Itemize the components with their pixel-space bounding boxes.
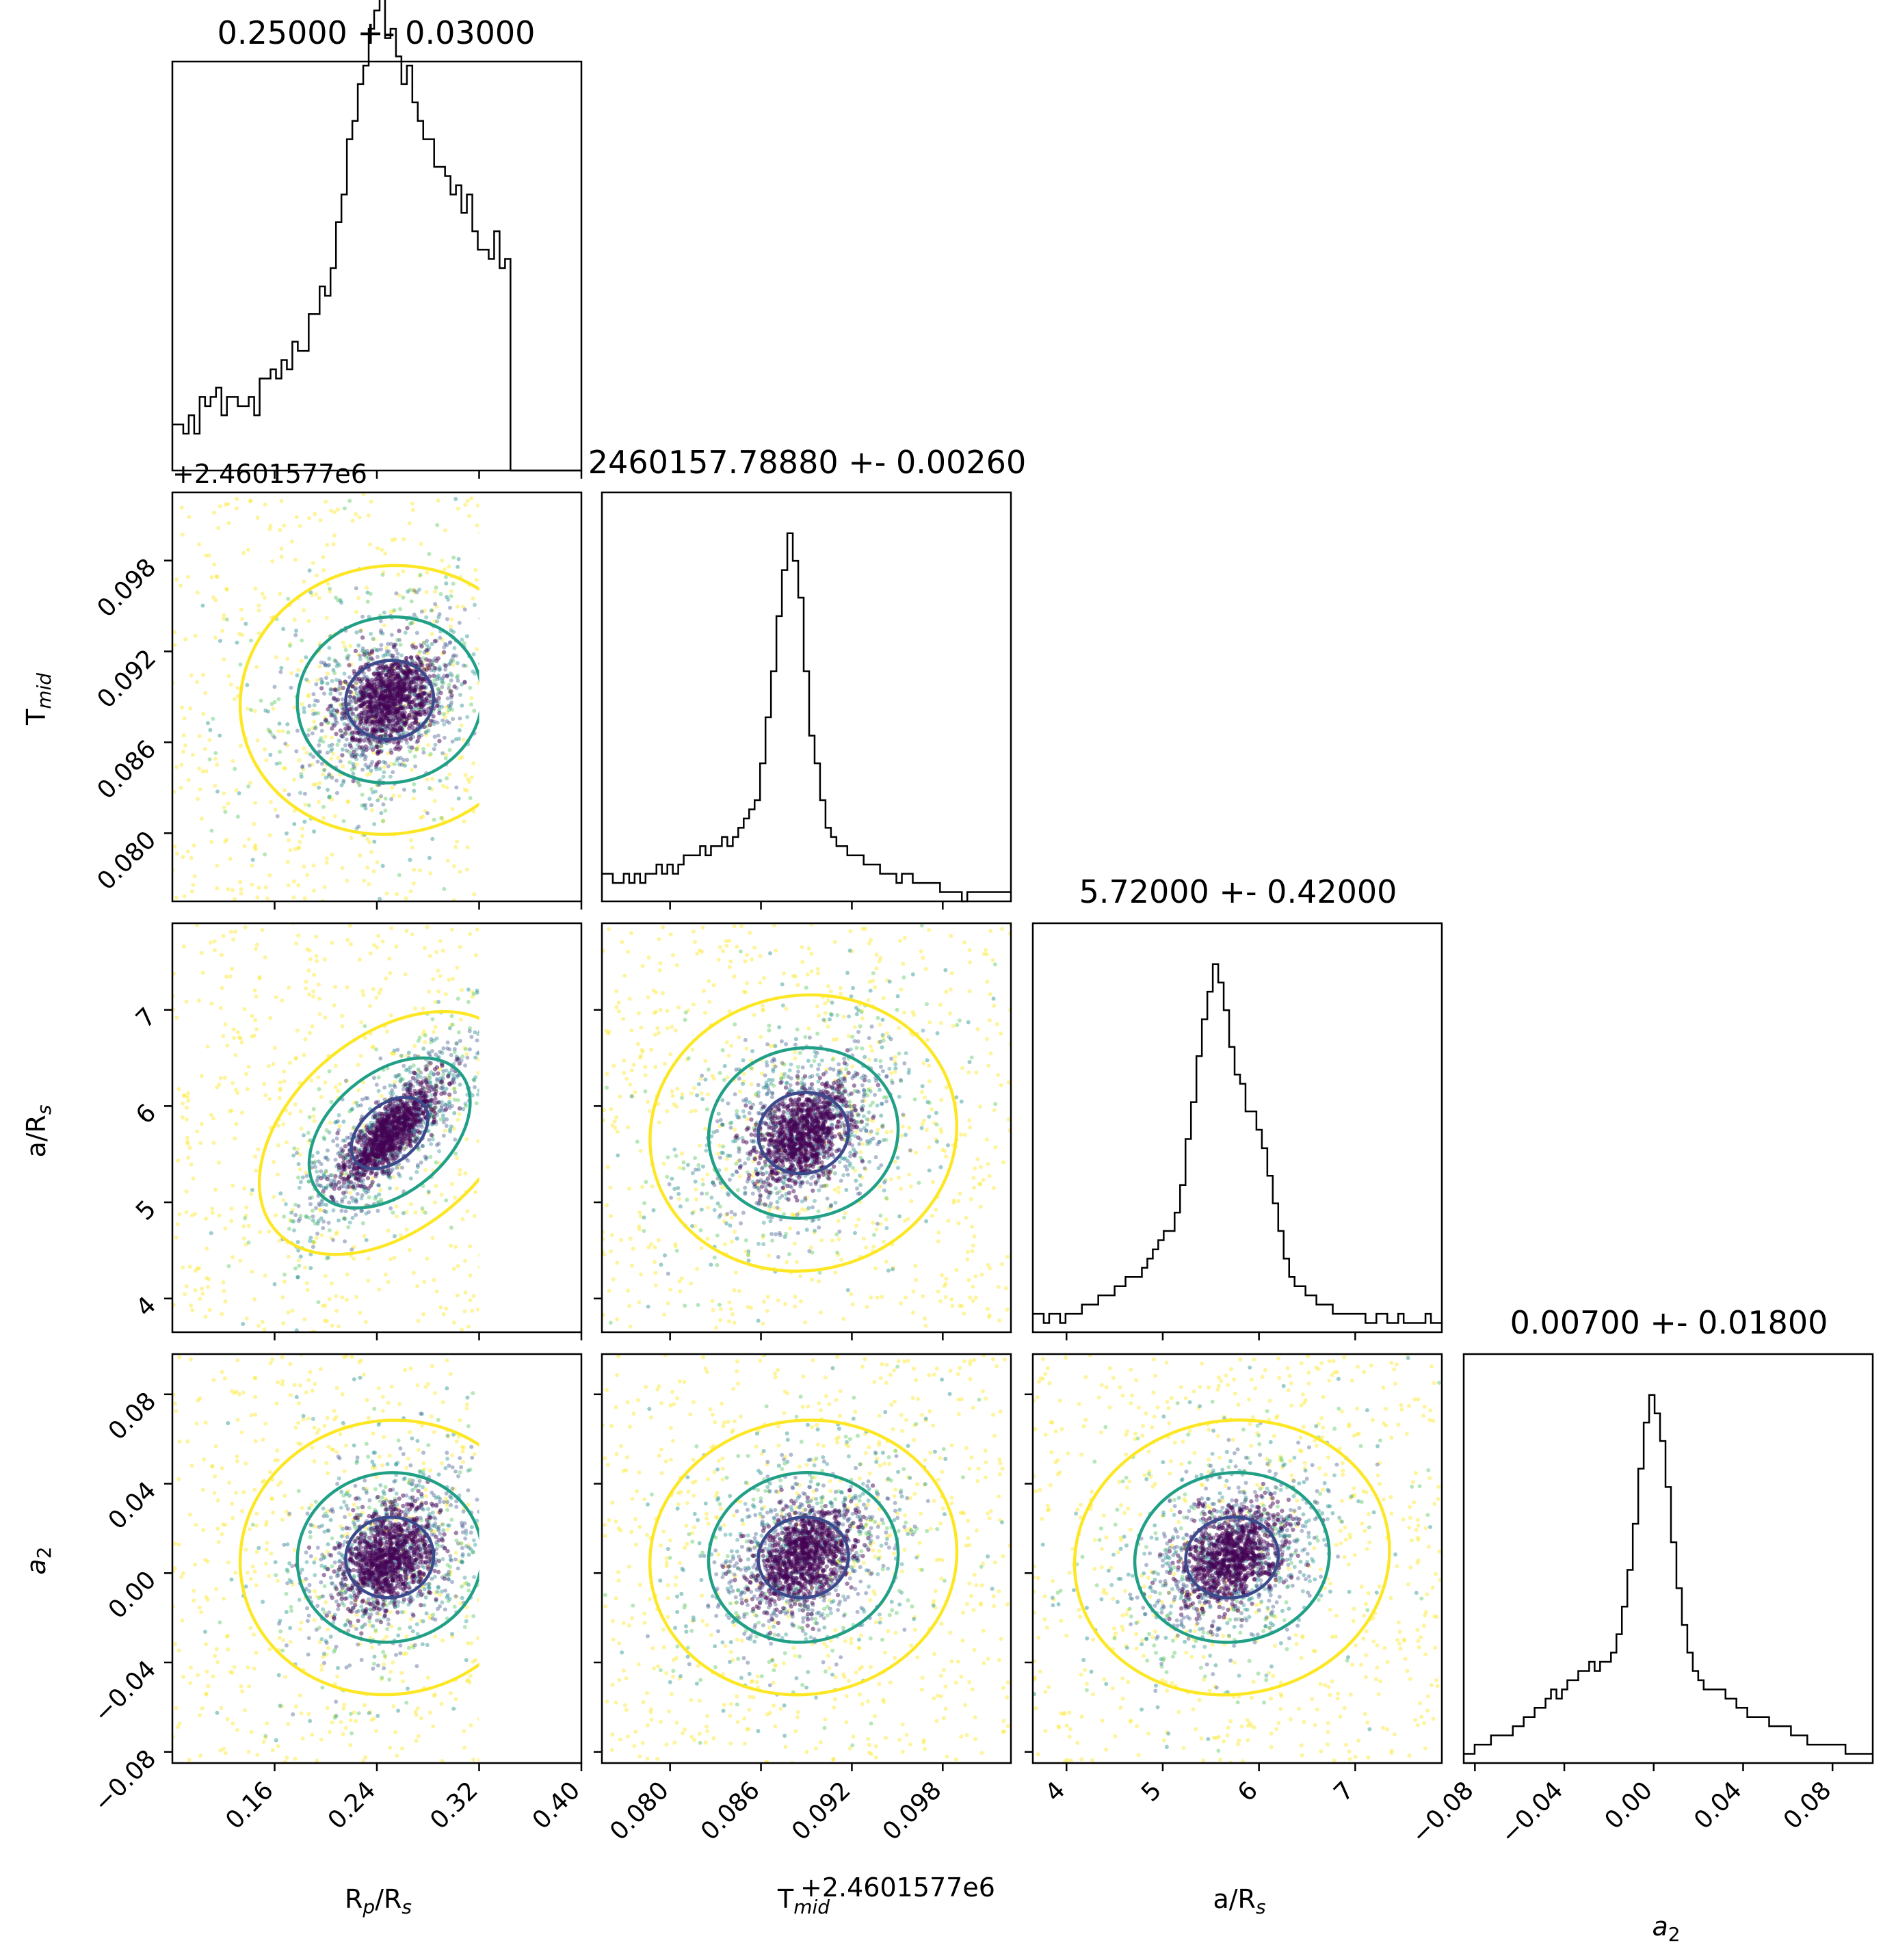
xlabel-tmid: Tmid [777, 1884, 830, 1918]
panel-frame-tmid-hist [601, 491, 1012, 903]
y-tick-label-a-rs: 5 [131, 1195, 161, 1226]
contour-inner-rp-rs-vs-tmid [344, 659, 436, 741]
x-tick-label-a2: −0.08 [1406, 1776, 1479, 1849]
x-tick-label-tmid: 0.098 [878, 1776, 947, 1846]
x-tick-label-a-rs: 7 [1329, 1776, 1360, 1807]
scatter-a-rs-vs-a2 [1033, 1354, 1442, 1763]
x-tick-label-a-rs: 6 [1233, 1776, 1263, 1807]
ylabel-tmid: Tmid [21, 673, 55, 726]
contour-middle-rp-rs-vs-a-rs [307, 1056, 472, 1210]
contour-inner-tmid-vs-a-rs [756, 1091, 850, 1176]
title-a2: 0.00700 +- 0.01800 [1510, 1304, 1828, 1341]
x-tick-label-rp-rs: 0.32 [425, 1776, 484, 1835]
contour-middle-a-rs-vs-a2 [1133, 1470, 1331, 1644]
contour-inner-tmid-vs-a2 [756, 1515, 850, 1600]
contour-outer-rp-rs-vs-a2 [238, 1418, 479, 1697]
offset-text-tmid-x: +2.4601577e6 [800, 1872, 995, 1903]
contour-inner-rp-rs-vs-a-rs [350, 1096, 430, 1171]
xlabel-rp-rs: Rp/Rs [345, 1884, 412, 1918]
x-tick-label-a-rs: 4 [1040, 1776, 1070, 1807]
xlabel-a2: a2 [1652, 1911, 1680, 1946]
contour-middle-rp-rs-vs-a2 [295, 1471, 479, 1644]
x-tick-label-a2: 0.00 [1599, 1776, 1658, 1835]
contour-middle-tmid-vs-a-rs [707, 1046, 900, 1220]
panel-frame-tmid-vs-a2 [601, 1353, 1012, 1764]
x-tick-label-rp-rs: 0.16 [220, 1776, 279, 1835]
x-tick-label-tmid: 0.080 [605, 1776, 674, 1846]
y-tick-label-a-rs: 6 [131, 1099, 161, 1130]
contour-outer-tmid-vs-a2 [648, 1418, 959, 1697]
contour-outer-rp-rs-vs-a-rs [257, 1009, 479, 1256]
y-tick-label-tmid: 0.080 [92, 826, 161, 896]
contour-middle-rp-rs-vs-tmid [295, 615, 479, 785]
contour-inner-a-rs-vs-a2 [1184, 1515, 1280, 1600]
scatter-rp-rs-vs-a-rs [172, 923, 479, 1332]
ylabel-a2: a2 [21, 1546, 55, 1574]
x-tick-label-a2: 0.08 [1778, 1776, 1837, 1835]
x-tick-label-a-rs: 5 [1136, 1776, 1167, 1807]
histogram-tmid [602, 532, 1011, 903]
panel-frame-rp-rs-hist [171, 60, 583, 472]
title-tmid: 2460157.78880 +- 0.00260 [588, 444, 1026, 481]
y-tick-label-tmid: 0.086 [92, 735, 161, 805]
contour-outer-a-rs-vs-a2 [1072, 1418, 1391, 1697]
y-tick-label-a2: 0.00 [103, 1566, 162, 1625]
contour-outer-rp-rs-vs-tmid [238, 564, 479, 836]
y-tick-label-a2: −0.08 [88, 1745, 161, 1818]
title-rp-rs: 0.25000 +- 0.03000 [218, 14, 536, 51]
title-a-rs: 5.72000 +- 0.42000 [1079, 873, 1397, 910]
contour-middle-tmid-vs-a2 [707, 1471, 900, 1644]
y-tick-label-a2: 0.08 [103, 1387, 162, 1446]
x-tick-label-a2: −0.04 [1495, 1776, 1568, 1849]
x-tick-label-rp-rs: 0.40 [527, 1776, 586, 1835]
y-tick-label-a2: 0.04 [103, 1476, 162, 1535]
x-tick-label-a2: 0.04 [1689, 1776, 1748, 1835]
histogram-rp-rs [172, 0, 581, 472]
scatter-rp-rs-vs-tmid [172, 492, 479, 901]
contour-outer-tmid-vs-a-rs [648, 993, 959, 1273]
y-tick-label-tmid: 0.098 [92, 553, 161, 623]
contour-inner-rp-rs-vs-a2 [344, 1515, 436, 1600]
histogram-a-rs [1033, 963, 1442, 1324]
xlabel-a-rs: a/Rs [1213, 1884, 1265, 1918]
scatter-rp-rs-vs-a2 [172, 1354, 479, 1763]
scatter-tmid-vs-a-rs [602, 923, 1011, 1330]
panel-frame-a2-hist [1462, 1353, 1874, 1764]
y-tick-label-a-rs: 7 [131, 1003, 161, 1033]
panel-frame-a-rs-hist [1031, 922, 1443, 1334]
offset-text-tmid-y: +2.4601577e6 [172, 459, 367, 489]
scatter-tmid-vs-a2 [602, 1354, 1011, 1763]
ylabel-a-rs: a/Rs [21, 1104, 55, 1157]
x-tick-label-rp-rs: 0.24 [323, 1776, 382, 1835]
y-tick-label-a-rs: 4 [131, 1291, 161, 1322]
x-tick-label-tmid: 0.092 [787, 1776, 856, 1846]
panel-frame-tmid-vs-a-rs [601, 922, 1012, 1334]
y-tick-label-a2: −0.04 [88, 1655, 161, 1728]
y-tick-label-tmid: 0.092 [92, 644, 161, 714]
panel-frame-a-rs-vs-a2 [1031, 1353, 1443, 1764]
x-tick-label-tmid: 0.086 [696, 1776, 765, 1846]
histogram-a2 [1464, 1394, 1873, 1755]
